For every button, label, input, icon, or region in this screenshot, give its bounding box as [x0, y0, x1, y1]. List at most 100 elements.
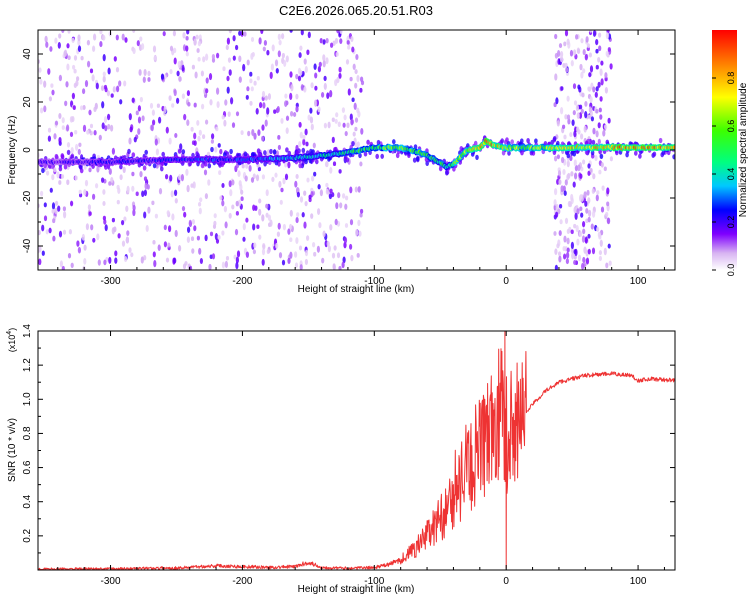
noise-dot [556, 120, 560, 127]
noise-dot [125, 236, 129, 244]
noise-dot [80, 55, 84, 61]
noise-dot [306, 235, 310, 241]
noise-dot [299, 264, 303, 270]
noise-dot [103, 116, 108, 124]
noise-dot [224, 99, 228, 106]
noise-dot [111, 147, 115, 155]
noise-dot [313, 171, 317, 177]
noise-dot [322, 54, 326, 62]
noise-dot [182, 32, 186, 39]
noise-dot [572, 110, 576, 116]
noise-dot [69, 131, 74, 138]
noise-dot [176, 97, 180, 104]
noise-dot [52, 235, 56, 242]
noise-dot [248, 165, 252, 172]
noise-dot [156, 103, 160, 108]
noise-dot [141, 115, 145, 122]
noise-dot [185, 45, 189, 52]
noise-dot [60, 174, 65, 179]
noise-dot [334, 37, 339, 44]
noise-dot [178, 75, 182, 83]
noise-dot [583, 246, 587, 254]
signal-halo-dot [392, 139, 396, 145]
noise-dot [561, 156, 565, 164]
noise-dot [317, 106, 321, 113]
noise-dot [119, 174, 123, 181]
noise-dot [53, 133, 57, 140]
noise-dot [354, 82, 358, 89]
noise-dot [173, 257, 177, 264]
noise-dot [47, 135, 52, 142]
signal-halo-dot [366, 139, 370, 145]
noise-dot [302, 134, 306, 140]
noise-dot [589, 30, 593, 33]
noise-dot [245, 251, 249, 258]
noise-dot [342, 122, 346, 128]
noise-dot [299, 45, 303, 51]
noise-dot [339, 30, 343, 34]
noise-dot [310, 213, 314, 219]
colorbar-tick-label: 0.6 [726, 120, 736, 133]
noise-dot [198, 201, 202, 207]
noise-dot [261, 258, 265, 266]
noise-dot [580, 212, 584, 218]
noise-dot [582, 221, 586, 228]
noise-dot [557, 170, 562, 177]
noise-dot [558, 255, 562, 263]
signal-halo-dot [298, 163, 303, 169]
noise-dot [71, 92, 75, 100]
noise-dot [296, 212, 300, 217]
noise-dot [563, 253, 567, 260]
spectrogram-noise-layer [38, 30, 614, 270]
signal-halo-dot [625, 152, 629, 158]
noise-dot [357, 219, 361, 227]
noise-dot [295, 237, 299, 245]
noise-dot [587, 197, 591, 204]
noise-dot [117, 187, 121, 195]
noise-dot [249, 100, 253, 106]
noise-dot [150, 124, 154, 132]
noise-dot [295, 93, 299, 100]
noise-dot [93, 106, 97, 112]
noise-dot [43, 80, 47, 88]
noise-dot [187, 101, 191, 107]
noise-dot [82, 88, 86, 95]
noise-dot [242, 236, 246, 242]
noise-dot [314, 85, 318, 91]
spectrogram-x-tick-label: 100 [630, 276, 647, 287]
noise-dot [155, 148, 159, 156]
noise-dot [577, 84, 581, 90]
noise-dot [558, 43, 563, 49]
noise-dot [577, 129, 581, 135]
noise-dot [99, 41, 103, 48]
noise-dot [204, 193, 208, 200]
noise-dot [245, 217, 249, 223]
signal-halo-dot [218, 162, 222, 168]
noise-dot [263, 39, 267, 46]
noise-dot [147, 206, 151, 214]
noise-dot [58, 113, 62, 119]
signal-halo-dot [510, 139, 514, 145]
noise-dot [122, 166, 126, 174]
noise-dot [570, 60, 574, 67]
noise-dot [316, 245, 320, 253]
noise-dot [261, 124, 265, 131]
noise-dot [585, 207, 589, 214]
noise-dot [66, 43, 70, 49]
noise-dot [101, 122, 105, 130]
noise-dot [564, 62, 568, 69]
svg-text:(x104): (x104) [6, 328, 17, 352]
noise-dot [238, 55, 242, 63]
noise-dot [605, 262, 609, 269]
noise-dot [182, 263, 187, 270]
colorbar: 0.0 0.2 0.4 0.6 0.8 Normalized spectral ampl… [712, 30, 749, 276]
noise-dot [295, 105, 299, 113]
noise-dot [133, 136, 137, 143]
noise-dot [603, 247, 607, 256]
noise-dot [223, 119, 227, 127]
noise-dot [235, 200, 239, 207]
noise-dot [62, 229, 67, 235]
noise-dot [216, 52, 220, 59]
noise-dot [186, 184, 190, 193]
noise-dot [174, 198, 178, 204]
